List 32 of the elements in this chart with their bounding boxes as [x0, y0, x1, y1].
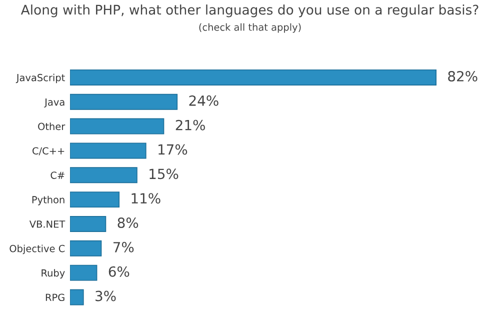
data-label: 11% [132, 193, 160, 204]
data-label: 15% [150, 168, 178, 180]
y-tick-label: JavaScript [16, 74, 65, 84]
y-tick-label: RPG [46, 294, 64, 302]
bar [70, 289, 84, 306]
data-label: 3% [96, 290, 116, 302]
y-tick-label: C/C++ [32, 147, 64, 156]
y-tick-label: Python [32, 196, 64, 206]
bar [70, 142, 146, 159]
data-label: 17% [158, 144, 188, 155]
data-label: 21% [176, 120, 205, 130]
y-tick-label: C# [50, 172, 64, 179]
y-tick-label: VB.NET [29, 220, 66, 228]
data-label: 8% [118, 217, 138, 228]
chart-subtitle: (check all that apply) [199, 23, 301, 33]
data-label: 82% [448, 70, 478, 82]
data-label: 24% [189, 95, 218, 106]
bar [70, 167, 138, 184]
bar [70, 264, 98, 281]
data-label: 6% [108, 266, 130, 277]
bar [70, 94, 178, 110]
bar [70, 216, 106, 232]
data-label: 7% [114, 242, 134, 252]
y-tick-label: Other [38, 122, 66, 130]
bar [70, 69, 436, 86]
y-tick-label: Objective C [10, 244, 65, 254]
chart-title: Along with PHP, what other languages do you use on a regular basis? [20, 4, 478, 18]
bar [70, 192, 120, 208]
y-tick-label: Ruby [42, 269, 65, 279]
y-tick-label: Java [44, 98, 64, 108]
bar [70, 240, 102, 256]
bar [70, 118, 164, 134]
